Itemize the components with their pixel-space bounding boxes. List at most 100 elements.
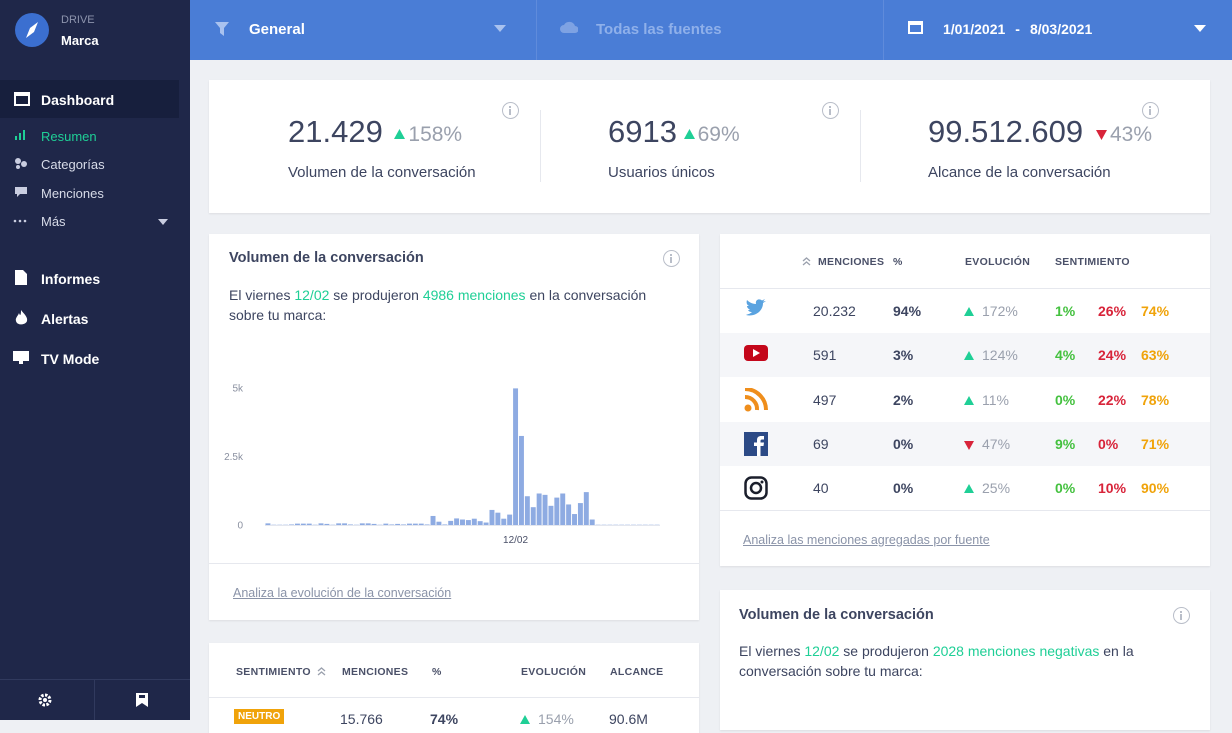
bar [513, 388, 518, 525]
share: 0% [893, 436, 913, 452]
card-link[interactable]: Analiza las menciones agregadas por fuen… [743, 533, 990, 547]
nav-item[interactable]: Alertas [41, 311, 88, 327]
info-icon[interactable] [502, 102, 519, 119]
cloud-icon [560, 21, 578, 33]
trend-up-icon [684, 129, 695, 140]
icon [14, 186, 28, 198]
info-icon[interactable] [1173, 607, 1190, 624]
nav-item[interactable]: Resumen [41, 129, 97, 144]
mentions: 591 [813, 347, 836, 363]
sort-icon[interactable] [317, 667, 326, 676]
brand: DRIVE [61, 14, 95, 26]
bookmark-button[interactable] [136, 693, 148, 707]
info-icon[interactable] [1142, 102, 1159, 119]
bar [507, 515, 512, 525]
bar [372, 524, 377, 525]
bar [578, 503, 583, 525]
text: El viernes [229, 287, 294, 303]
bar [554, 498, 559, 525]
y-tick-label: 5k [232, 384, 244, 395]
nav-item[interactable]: Dashboard [41, 92, 114, 108]
bar [472, 519, 477, 525]
calendar-icon [908, 21, 923, 34]
share: 74% [430, 711, 458, 727]
trend-up-icon [394, 129, 405, 140]
divider [883, 0, 884, 60]
divider [860, 110, 861, 182]
bar [265, 523, 270, 525]
source-icon [744, 388, 768, 412]
column-header[interactable]: % [893, 256, 903, 268]
info-icon[interactable] [822, 102, 839, 119]
bar [319, 523, 324, 525]
settings-button[interactable] [38, 693, 52, 707]
nav-item[interactable]: Más [41, 214, 66, 229]
nav-item[interactable]: TV Mode [41, 351, 99, 367]
filter-dropdown[interactable]: General [249, 21, 305, 38]
trend-up-icon [964, 307, 974, 317]
bar [324, 524, 329, 525]
nav-item[interactable]: Menciones [41, 186, 104, 201]
column-header[interactable]: EVOLUCIÓN [521, 666, 586, 678]
date-range[interactable]: 1/01/2021-8/03/2021 [943, 21, 1092, 37]
caret[interactable] [1194, 25, 1206, 32]
bar [584, 492, 589, 525]
bar [543, 495, 548, 525]
logo [14, 12, 50, 48]
divider [720, 288, 1210, 289]
column-header[interactable]: MENCIONES [818, 256, 884, 268]
bar [454, 518, 459, 525]
kpi-label: Alcance de la conversación [928, 164, 1111, 181]
bar [519, 436, 524, 525]
mentions: 40 [813, 480, 829, 496]
trend-down-icon [964, 440, 974, 450]
column-header[interactable]: ALCANCE [610, 666, 663, 678]
icon [15, 270, 27, 285]
divider [536, 0, 537, 60]
negative-card: Volumen de la conversación El viernes 12… [720, 590, 1210, 730]
caret[interactable] [494, 25, 506, 32]
mentions: 69 [813, 436, 829, 452]
column-header[interactable]: SENTIMIENTO [1055, 256, 1130, 268]
divider [720, 510, 1210, 511]
card-link[interactable]: Analiza la evolución de la conversación [233, 586, 451, 600]
column-header[interactable]: SENTIMIENTO [236, 666, 311, 678]
highlight: 12/02 [804, 643, 839, 659]
source-icon [744, 299, 768, 323]
evolution: 172% [982, 303, 1018, 319]
nav-item[interactable]: Informes [41, 271, 100, 287]
bar [448, 521, 453, 525]
column-header[interactable]: MENCIONES [342, 666, 408, 678]
sentiment: 71% [1141, 436, 1169, 452]
trend-down-icon [1096, 129, 1107, 140]
sort-icon[interactable] [802, 257, 811, 266]
bar [590, 520, 595, 525]
bar [348, 524, 353, 525]
highlight: 12/02 [294, 287, 329, 303]
divider [0, 679, 190, 680]
caret[interactable] [158, 219, 168, 225]
icon [14, 157, 28, 169]
icon [14, 92, 30, 106]
column-header[interactable]: EVOLUCIÓN [965, 256, 1030, 268]
card-text: El viernes 12/02 se produjeron 4986 menc… [229, 285, 679, 325]
bar [295, 524, 300, 525]
sentiment: 0% [1055, 480, 1075, 496]
column-header[interactable]: % [432, 666, 442, 678]
card-title: Volumen de la conversación [739, 607, 934, 623]
kpi-change: 43% [1110, 123, 1152, 147]
bar [460, 520, 465, 525]
sources-dropdown[interactable]: Todas las fuentes [596, 21, 722, 38]
sources-card: MENCIONES % EVOLUCIÓN SENTIMIENTO Analiz… [720, 234, 1210, 566]
bar [336, 523, 341, 525]
bar [389, 524, 394, 525]
text: se produjeron [329, 287, 422, 303]
share: 0% [893, 480, 913, 496]
nav-item[interactable]: Categorías [41, 157, 105, 172]
x-tick-label: 12/02 [503, 535, 528, 546]
account[interactable]: Marca [61, 33, 99, 48]
icon [13, 351, 29, 365]
info-icon[interactable] [663, 250, 680, 267]
